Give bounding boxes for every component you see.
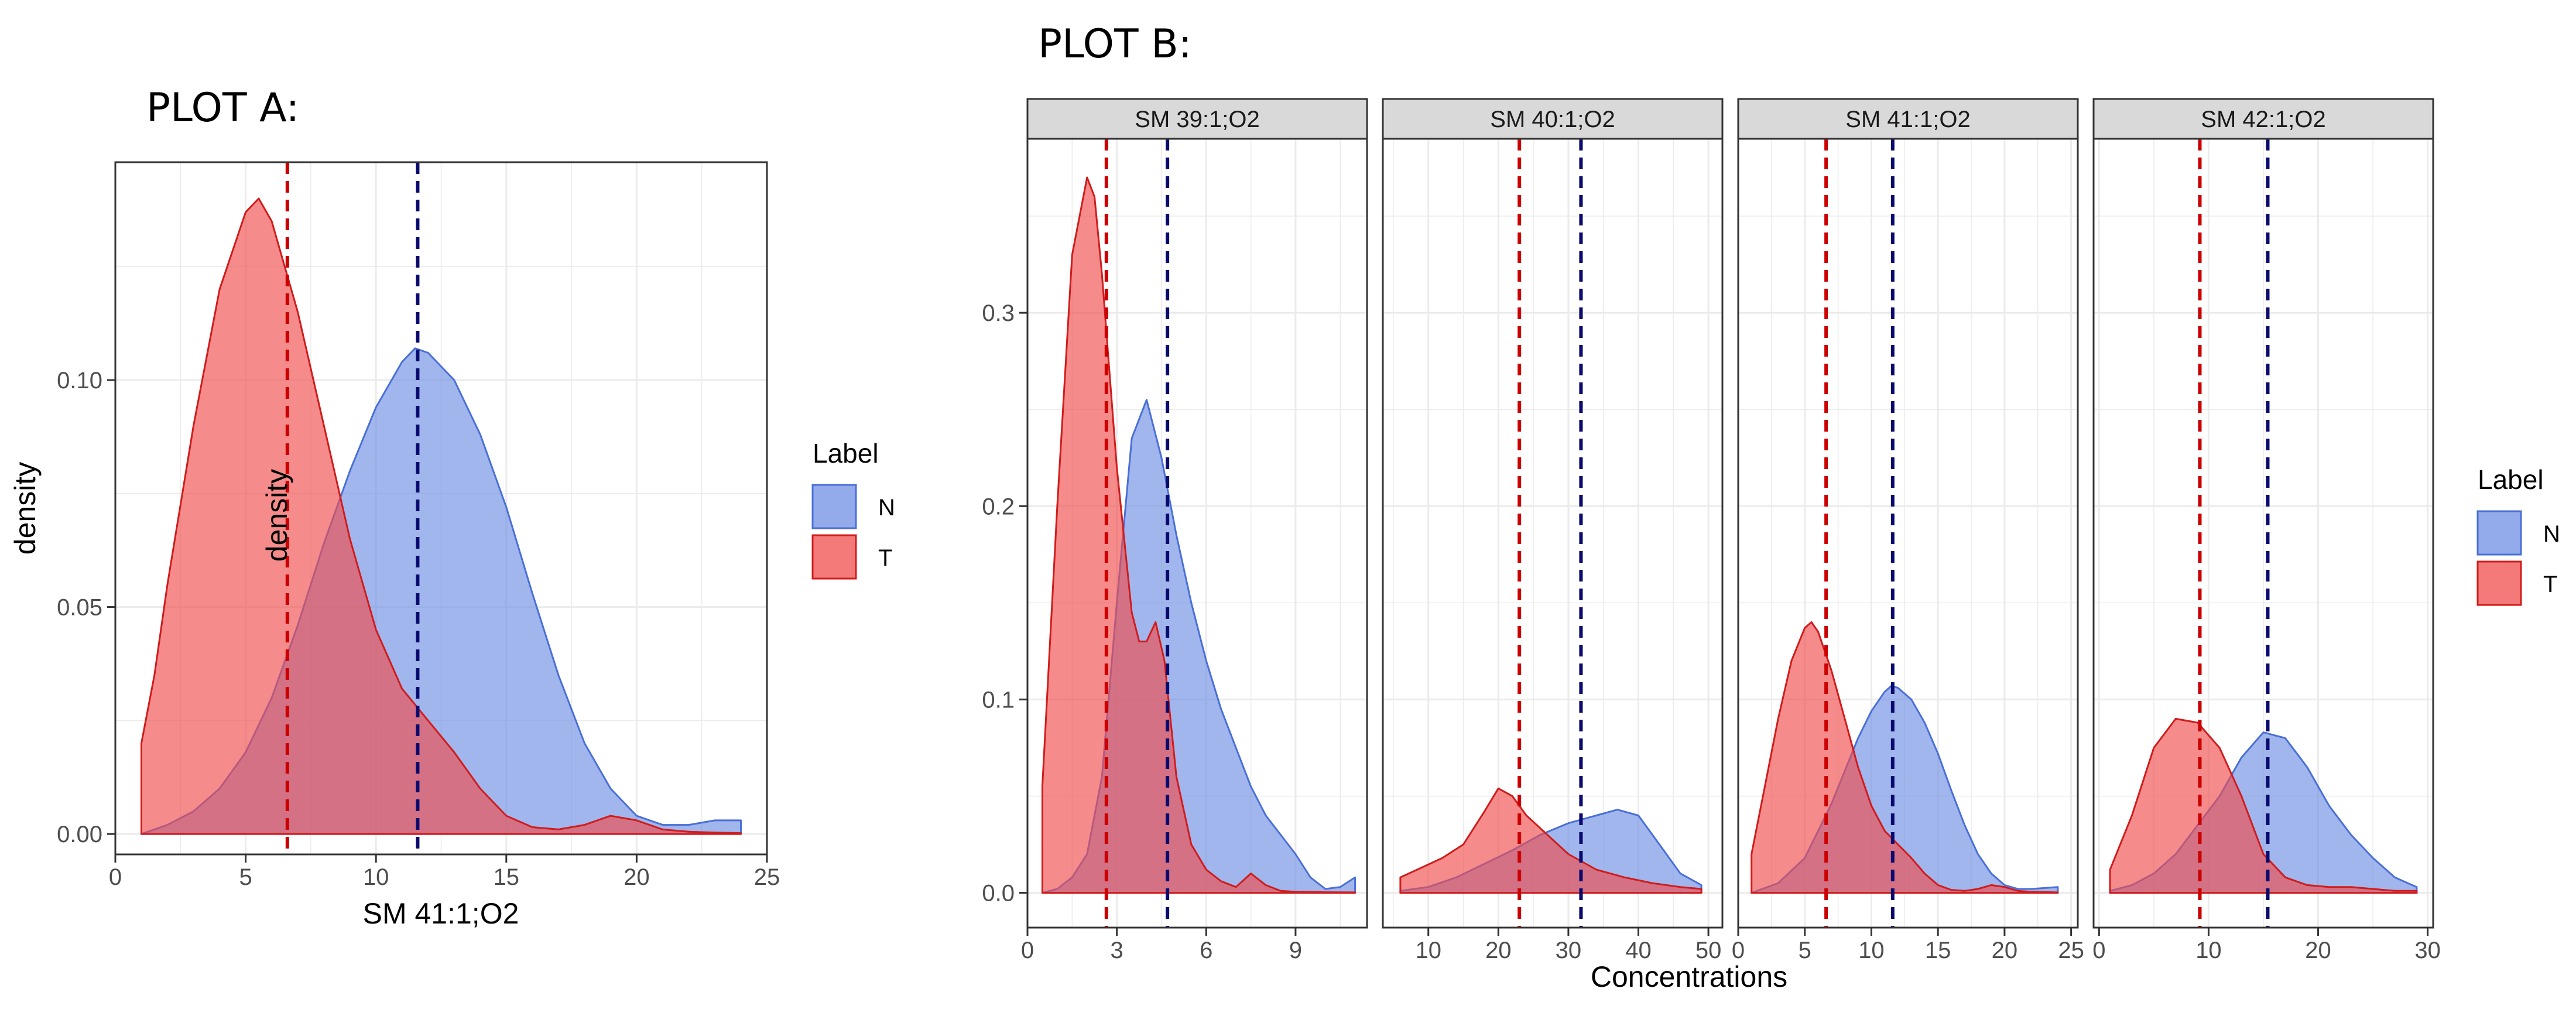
x-tick-label: 25: [754, 864, 780, 890]
y-tick-label: 0.00: [57, 822, 102, 847]
facet-strip-label: SM 41:1;O2: [1845, 107, 1970, 132]
y-tick-label: 0.05: [57, 595, 102, 621]
x-tick-label: 9: [1289, 938, 1302, 963]
x-tick-label: 50: [1695, 938, 1722, 963]
density-area-T: [141, 197, 742, 835]
plot-a-xlabel: SM 41:1;O2: [363, 897, 519, 930]
x-tick-label: 15: [494, 864, 520, 890]
density-area-T: [1399, 787, 1703, 894]
x-tick-label: 10: [363, 864, 389, 890]
facet-panel: 0 5 10 15 20 25 SM 41:1;O2: [1732, 98, 2084, 963]
legend-label-T: T: [878, 545, 892, 571]
facet-strip-label: SM 42:1;O2: [2201, 107, 2325, 132]
legend-key-N: [811, 484, 857, 529]
facet-strip: [1026, 98, 1368, 140]
plot-b-ylabel: density: [261, 469, 293, 562]
legend-key-N: [2476, 510, 2522, 556]
legend-title: Label: [2478, 464, 2544, 495]
x-tick-label: 20: [1992, 938, 2018, 963]
x-tick-label: 5: [1799, 938, 1811, 963]
x-tick-label: 10: [2195, 938, 2222, 963]
plot-a-ylabel: density: [9, 462, 42, 555]
plot-b-heading: PLOT B:: [1038, 21, 1192, 67]
x-tick-label: 20: [1485, 938, 1512, 963]
x-tick-label: 30: [1556, 938, 1582, 963]
y-tick-label: 0.1: [982, 687, 1015, 713]
x-tick-label: 0: [1732, 938, 1745, 963]
panel-background: [1383, 139, 1722, 928]
y-tick-label: 0.10: [57, 368, 102, 394]
x-tick-label: 6: [1200, 938, 1212, 963]
x-tick-label: 15: [1925, 938, 1951, 963]
density-area-T: [1751, 621, 2059, 894]
x-tick-label: 20: [624, 864, 650, 890]
facet-strip-label: SM 40:1;O2: [1490, 107, 1615, 132]
x-tick-label: 0: [109, 864, 122, 890]
plot-a-heading: PLOT A:: [146, 85, 299, 131]
x-tick-label: 10: [1858, 938, 1885, 963]
x-tick-label: 0: [1021, 938, 1034, 963]
legend-key-T: [2476, 560, 2522, 606]
x-tick-label: 40: [1625, 938, 1652, 963]
plot-a-chart: 0 5 10 15 20 25 0.00 0.05 0.10 density SM 41:1;O2 L…: [9, 161, 895, 930]
plot-b-xlabel: Concentrations: [1591, 960, 1787, 993]
x-tick-label: 25: [2058, 938, 2084, 963]
x-tick-label: 10: [1415, 938, 1441, 963]
x-tick-label: 5: [239, 864, 252, 890]
facet-panel: 10 20 30 40 50 SM 40:1;O2: [1382, 98, 1724, 963]
facet-strip: [1737, 98, 2079, 140]
panel-border: [114, 161, 768, 856]
facet-strip-label: SM 39:1;O2: [1135, 107, 1259, 132]
y-tick-label: 0.2: [982, 494, 1015, 519]
legend-label-N: N: [2543, 521, 2560, 547]
legend-title: Label: [813, 438, 879, 468]
x-tick-label: 0: [2092, 938, 2105, 963]
facet-strip: [1382, 98, 1724, 140]
facet-strip: [2092, 98, 2434, 140]
x-tick-label: 3: [1111, 938, 1123, 963]
facet-panel: 0 10 20 30 SM 42:1;O2: [2092, 98, 2441, 963]
x-tick-label: 30: [2414, 938, 2441, 963]
x-tick-label: 20: [2305, 938, 2331, 963]
y-tick-label: 0.3: [982, 300, 1015, 326]
legend-label-N: N: [878, 495, 895, 521]
y-tick-label: 0.0: [982, 881, 1015, 907]
legend-key-T: [811, 534, 857, 580]
density-area-T: [1041, 176, 1356, 894]
facet-panel: 0 3 6 9 0.0 0.1 0.2 0.3 SM 39:1;O2: [982, 98, 1368, 963]
density-area-T: [2109, 717, 2418, 894]
legend-label-T: T: [2543, 572, 2557, 597]
